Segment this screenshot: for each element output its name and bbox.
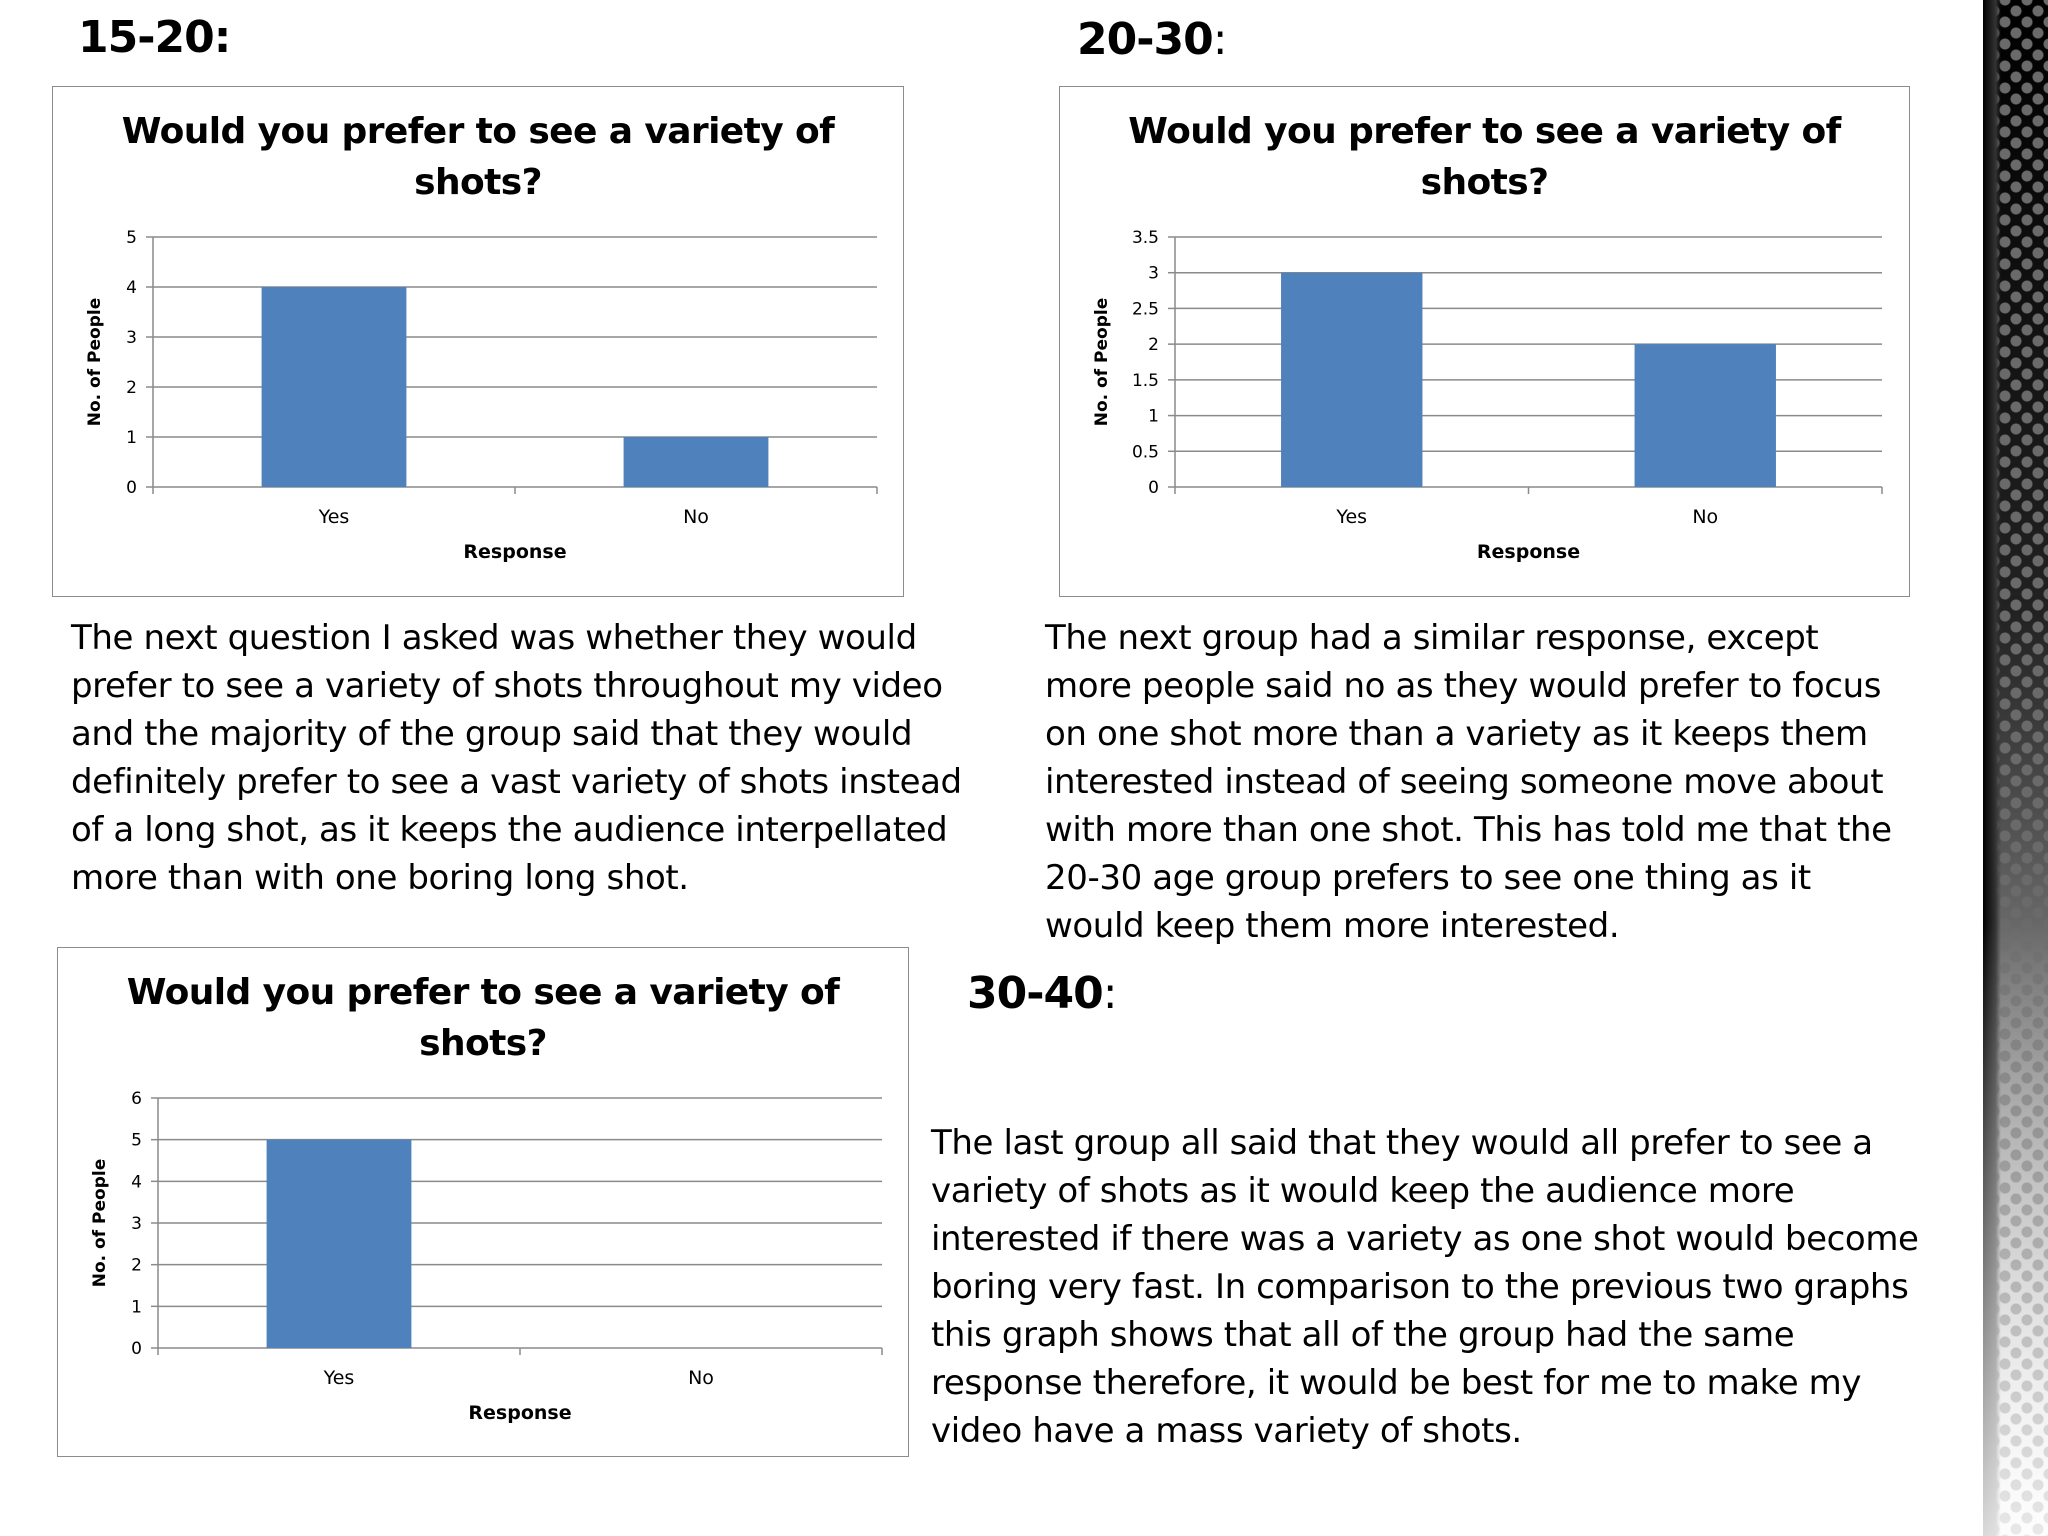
- paragraph-line: response therefore, it would be best for…: [931, 1363, 1862, 1403]
- chart-title-line: Would you prefer to see a variety of: [127, 972, 840, 1013]
- y-axis-label: No. of People: [1092, 298, 1112, 426]
- chart-svg: Would you prefer to see a variety of shot…: [85, 111, 878, 563]
- paragraph-line: The next group had a similar response, e…: [1045, 618, 1819, 658]
- heading-15-20: 15-20:: [78, 12, 231, 63]
- y-tick-label: 2: [1148, 335, 1159, 355]
- paragraph-line: and the majority of the group said that …: [71, 714, 913, 754]
- paragraph-line: definitely prefer to see a vast variety …: [71, 762, 962, 802]
- paragraph-line: would keep them more interested.: [1045, 906, 1620, 946]
- chart-svg: Would you prefer to see a variety of shot…: [90, 972, 883, 1424]
- chart-20-30: Would you prefer to see a variety of shot…: [1059, 86, 1910, 597]
- paragraph-line: more than with one boring long shot.: [71, 858, 689, 898]
- chart-title-line: shots?: [419, 1023, 547, 1064]
- chart-title-line: Would you prefer to see a variety of: [122, 111, 835, 152]
- paragraph-line: boring very fast. In comparison to the p…: [931, 1267, 1909, 1307]
- y-tick-label: 2: [126, 378, 137, 398]
- heading-30-40: 30-40:: [967, 968, 1118, 1019]
- paragraph-15-20: The next question I asked was whether th…: [71, 614, 962, 902]
- y-tick-label: 3: [131, 1214, 142, 1234]
- y-tick-label: 0: [1148, 478, 1159, 498]
- x-axis-label: Response: [468, 1402, 571, 1424]
- x-axis-label: Response: [1477, 541, 1580, 563]
- paragraph-line: prefer to see a variety of shots through…: [71, 666, 943, 706]
- paragraph-line: more people said no as they would prefer…: [1045, 666, 1882, 706]
- paragraph-line: interested instead of seeing someone mov…: [1045, 762, 1884, 802]
- paragraph-line: variety of shots as it would keep the au…: [931, 1171, 1795, 1211]
- heading-20-30: 20-30:: [1077, 14, 1228, 65]
- y-tick-label: 2: [131, 1256, 142, 1276]
- y-tick-label: 5: [126, 228, 137, 248]
- bar-yes: [261, 287, 407, 487]
- x-axis-label: Response: [463, 541, 566, 563]
- bar-yes: [266, 1139, 412, 1348]
- x-tick-label: No: [688, 1367, 714, 1389]
- paragraph-line: this graph shows that all of the group h…: [931, 1315, 1795, 1355]
- chart-15-20: Would you prefer to see a variety of shot…: [52, 86, 904, 597]
- y-tick-label: 1: [1148, 407, 1159, 427]
- heading-colon: :: [1212, 14, 1228, 65]
- heading-text: 30-40: [967, 968, 1104, 1019]
- paragraph-line: 20-30 age group prefers to see one thing…: [1045, 858, 1811, 898]
- chart-title-line: shots?: [1421, 162, 1549, 203]
- x-tick-label: Yes: [323, 1367, 355, 1389]
- chart-title-line: shots?: [414, 162, 542, 203]
- x-tick-label: Yes: [1335, 506, 1367, 528]
- bar-no: [623, 437, 769, 487]
- paragraph-line: with more than one shot. This has told m…: [1045, 810, 1892, 850]
- y-tick-label: 4: [126, 278, 137, 298]
- chart-30-40: Would you prefer to see a variety of shot…: [57, 947, 909, 1457]
- y-tick-label: 1: [126, 428, 137, 448]
- y-tick-label: 1.5: [1132, 371, 1159, 391]
- y-tick-label: 1: [131, 1297, 142, 1317]
- x-tick-label: No: [683, 506, 709, 528]
- paragraph-line: video have a mass variety of shots.: [931, 1411, 1522, 1451]
- y-tick-label: 0: [131, 1339, 142, 1359]
- y-tick-label: 3: [126, 328, 137, 348]
- paragraph-line: interested if there was a variety as one…: [931, 1219, 1919, 1259]
- paragraph-line: The next question I asked was whether th…: [71, 618, 917, 658]
- heading-colon: :: [1102, 968, 1118, 1019]
- heading-text: 20-30: [1077, 14, 1214, 65]
- y-tick-label: 2.5: [1132, 299, 1159, 319]
- y-axis-label: No. of People: [90, 1159, 110, 1287]
- paragraph-line: The last group all said that they would …: [931, 1123, 1873, 1163]
- decorative-side-strip: [1983, 0, 2048, 1536]
- y-tick-label: 0: [126, 478, 137, 498]
- y-tick-label: 3.5: [1132, 228, 1159, 248]
- y-tick-label: 5: [131, 1131, 142, 1151]
- y-tick-label: 4: [131, 1172, 142, 1192]
- paragraph-30-40: The last group all said that they would …: [931, 1119, 1919, 1455]
- paragraph-line: on one shot more than a variety as it ke…: [1045, 714, 1868, 754]
- paragraph-20-30: The next group had a similar response, e…: [1045, 614, 1892, 950]
- chart-svg: Would you prefer to see a variety of shot…: [1092, 111, 1883, 563]
- paragraph-line: of a long shot, as it keeps the audience…: [71, 810, 948, 850]
- y-tick-label: 3: [1148, 264, 1159, 284]
- heading-text: 15-20:: [78, 12, 231, 63]
- y-tick-label: 0.5: [1132, 442, 1159, 462]
- bar-no: [1634, 344, 1776, 487]
- x-tick-label: No: [1692, 506, 1718, 528]
- y-axis-label: No. of People: [85, 298, 105, 426]
- x-tick-label: Yes: [318, 506, 350, 528]
- bar-yes: [1281, 272, 1423, 487]
- chart-title-line: Would you prefer to see a variety of: [1128, 111, 1841, 152]
- y-tick-label: 6: [131, 1089, 142, 1109]
